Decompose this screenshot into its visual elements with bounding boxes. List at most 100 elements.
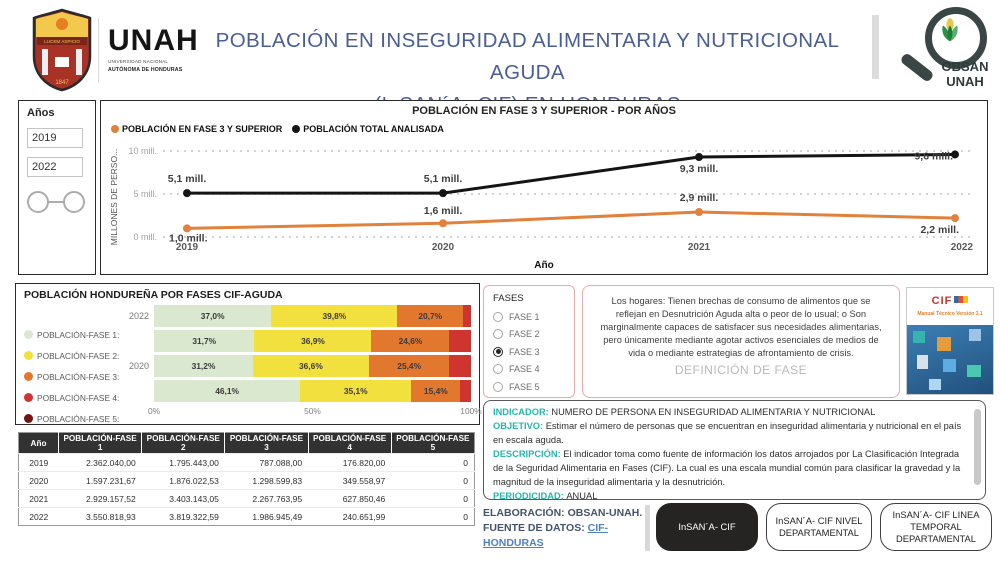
data-point[interactable]: [439, 219, 447, 228]
table-header-poblaci-n-fase-2[interactable]: POBLACIÓN-FASE 2: [141, 432, 226, 454]
table-header-poblaci-n-fase-3[interactable]: POBLACIÓN-FASE 3: [224, 432, 309, 454]
data-point[interactable]: [183, 224, 191, 233]
nav-button-1[interactable]: InSAN´A- CIF: [656, 503, 758, 551]
radio-label: FASE 5: [509, 381, 540, 392]
table-header-a-o[interactable]: Año: [18, 432, 59, 454]
bar-segment-fase-4[interactable]: [449, 355, 471, 377]
data-point[interactable]: [951, 214, 959, 223]
shield-year: 1847: [55, 80, 69, 86]
nav-button-2[interactable]: InSAN´A- CIF NIVEL DEPARTAMENTAL: [766, 503, 872, 551]
shield-banner: LUCEM ASPICIO: [44, 39, 80, 44]
fase-option-fase-1[interactable]: FASE 1: [493, 308, 565, 326]
bar-segment-fase-3[interactable]: 20,7%: [397, 305, 464, 327]
phase-definition-card: Los hogares: Tienen brechas de consumo d…: [582, 285, 900, 398]
table-row: 2019 2.362.040,00 1.795.443,00 787.088,00 17…: [18, 453, 475, 472]
info-box-scrollbar[interactable]: [974, 409, 981, 485]
bar-segment-fase-3[interactable]: 15,4%: [411, 380, 461, 402]
slider-handle-end[interactable]: [63, 191, 85, 213]
svg-text:5 mill.: 5 mill.: [133, 189, 157, 199]
radio-icon[interactable]: [493, 381, 503, 392]
report-nav: InSAN´A- CIF InSAN´A- CIF NIVEL DEPARTAME…: [656, 503, 992, 551]
bar-segment-fase-1[interactable]: 46,1%: [154, 380, 301, 402]
data-point[interactable]: [439, 189, 447, 198]
radio-icon[interactable]: [493, 329, 503, 340]
line-chart-x-axis-title: Año: [534, 260, 554, 271]
table-header-poblaci-n-fase-4[interactable]: POBLACIÓN-FASE 4: [308, 432, 392, 454]
table-cell: 3.819.322,59: [141, 507, 225, 526]
bar-segment-fase-2[interactable]: 35,1%: [300, 380, 412, 402]
data-label: 2,9 mill.: [680, 192, 719, 204]
table-cell: 2.267.763,95: [224, 489, 309, 508]
radio-icon[interactable]: [493, 346, 503, 357]
year-start-input[interactable]: [27, 128, 83, 148]
radio-icon[interactable]: [493, 311, 503, 322]
elaboracion-text: ELABORACIÓN: OBSAN-UNAH.: [483, 507, 643, 519]
legend-dot-icon: [292, 125, 301, 133]
indicator-info-box: INDICADOR: NUMERO DE PERSONA EN INSEGURI…: [483, 400, 986, 500]
bar-row-unlabeled: 31,7% 36,9% 24,6%: [119, 330, 471, 352]
bar-segment-fase-4[interactable]: [463, 305, 471, 327]
table-header-poblaci-n-fase-5[interactable]: POBLACIÓN-FASE 5: [391, 432, 475, 454]
table-cell: 3.403.143,05: [141, 489, 225, 508]
bar-segment-fase-1[interactable]: 31,2%: [154, 355, 253, 377]
fase-option-fase-5[interactable]: FASE 5: [493, 378, 565, 396]
series-line-1: [187, 152, 956, 195]
radio-icon[interactable]: [493, 364, 503, 375]
data-point[interactable]: [695, 153, 703, 162]
year-end-input[interactable]: [27, 157, 83, 177]
table-cell: 787.088,00: [224, 453, 309, 472]
info-line: DESCRIPCIÓN: El indicador toma como fuen…: [493, 448, 967, 490]
info-text: El indicador toma como fuente de informa…: [493, 448, 961, 487]
year-range-slider[interactable]: [27, 191, 87, 213]
legend-dot-icon: [24, 351, 33, 360]
stacked-bar-title: POBLACIÓN HONDUREÑA POR FASES CIF-AGUDA: [24, 289, 283, 301]
x-tick-2021: 2021: [688, 242, 711, 253]
table-cell: 1.298.599,83: [224, 471, 309, 490]
bar-segment-fase-2[interactable]: 36,6%: [252, 355, 369, 377]
line-chart-plot[interactable]: 0 mill. 5 mill. 10 mill. MILLONES DE PERSO.…: [107, 137, 981, 255]
table-cell: 1.795.443,00: [141, 453, 225, 472]
slider-handle-start[interactable]: [27, 191, 49, 213]
data-label: 1,0 mill.: [169, 232, 208, 244]
fase-option-fase-2[interactable]: FASE 2: [493, 326, 565, 344]
table-row: 2020 1.597.231,67 1.876.022,53 1.298.599,83…: [18, 471, 475, 490]
phase-definition-text: Los hogares: Tienen brechas de consumo d…: [600, 296, 882, 359]
bar-segment-fase-1[interactable]: 37,0%: [154, 305, 272, 327]
table-cell: 176.820,00: [308, 453, 392, 472]
bar-segment-fase-4[interactable]: [449, 330, 471, 352]
data-point[interactable]: [183, 189, 191, 198]
table-cell: 2021: [18, 489, 59, 508]
stacked-bar-legend: POBLACIÓN-FASE 1: POBLACIÓN-FASE 2: POBLAC…: [24, 324, 119, 429]
table-header-poblaci-n-fase-1[interactable]: POBLACIÓN-FASE 1: [58, 432, 143, 454]
fases-filter: FASES FASE 1 FASE 2 FASE 3 FASE 4 FASE 5: [483, 285, 575, 398]
cif-manual-thumbnail[interactable]: CIF Manual Técnico Versión 3.1: [906, 287, 994, 395]
bar-segment-fase-2[interactable]: 39,8%: [271, 305, 398, 327]
table-cell: 0: [391, 471, 475, 490]
magnifier-handle-icon: [899, 52, 935, 83]
unah-shield-logo: LUCEM ASPICIO 1847: [30, 7, 94, 93]
data-point[interactable]: [695, 208, 703, 217]
unah-wordmark: UNAH UNIVERSIDAD NACIONAL AUTÓNOMA DE HO…: [108, 26, 198, 74]
x-tick-2020: 2020: [432, 242, 455, 253]
bar-segment-fase-3[interactable]: 24,6%: [371, 330, 450, 352]
bar-segment-fase-2[interactable]: 36,9%: [254, 330, 372, 352]
nav-button-3[interactable]: InSAN´A- CIF LINEA TEMPORAL DEPARTAMENTA…: [880, 503, 992, 551]
bar-segment-fase-1[interactable]: 31,7%: [154, 330, 255, 352]
bar-legend-item-fase-2: POBLACIÓN-FASE 2:: [24, 345, 119, 366]
bar-segment-fase-4[interactable]: [460, 380, 471, 402]
table-cell: 1.597.231,67: [58, 471, 142, 490]
info-label: PERIODICIDAD:: [493, 490, 567, 500]
radio-label: FASE 4: [509, 364, 540, 375]
bar-legend-item-fase-1: POBLACIÓN-FASE 1:: [24, 324, 119, 345]
legend-dot-icon: [24, 414, 33, 423]
bar-segment-fase-3[interactable]: 25,4%: [368, 355, 450, 377]
legend-dot-icon: [24, 372, 33, 381]
fase-option-fase-3[interactable]: FASE 3: [493, 343, 565, 361]
stacked-bar-rows: 2022 37,0% 39,8% 20,7% 31,7% 36,9% 24,6% 2020 31…: [119, 305, 471, 405]
table-row: 2021 2.929.157,52 3.403.143,05 2.267.763,95…: [18, 489, 475, 508]
fase-option-fase-4[interactable]: FASE 4: [493, 361, 565, 379]
data-label: 5,1 mill.: [424, 173, 463, 185]
data-point[interactable]: [951, 150, 959, 159]
cif-honduras-link[interactable]: CIF-HONDURAS: [483, 522, 609, 550]
fuente-label: FUENTE DE DATOS:: [483, 522, 588, 535]
